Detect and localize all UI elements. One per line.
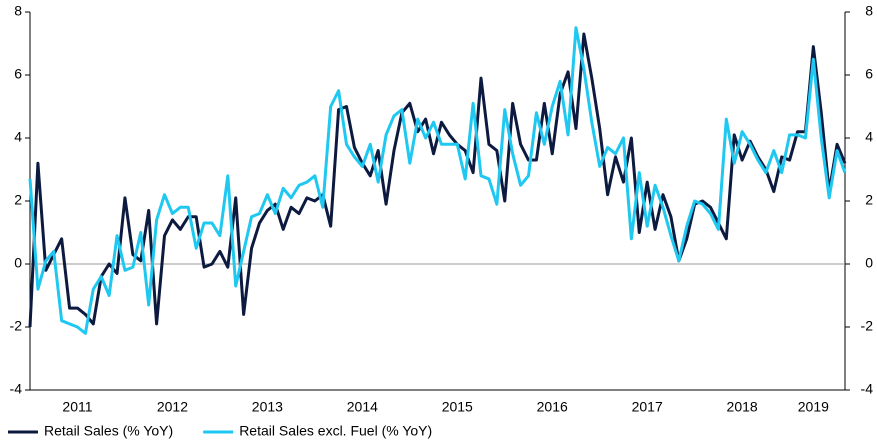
x-tick-label: 2019 xyxy=(798,399,829,415)
y2-tick-label: -4 xyxy=(861,381,874,397)
y2-tick-label: 4 xyxy=(865,129,873,145)
y-tick-label: 0 xyxy=(14,255,22,271)
y-tick-label: -2 xyxy=(10,318,23,334)
x-tick-label: 2012 xyxy=(157,399,188,415)
x-tick-label: 2014 xyxy=(347,399,378,415)
y-tick-label: -4 xyxy=(10,381,23,397)
y2-tick-label: 8 xyxy=(865,3,873,19)
y-tick-label: 6 xyxy=(14,66,22,82)
series-line xyxy=(28,32,847,328)
x-tick-label: 2013 xyxy=(252,399,283,415)
x-tick-label: 2018 xyxy=(727,399,758,415)
y2-tick-label: 0 xyxy=(865,255,873,271)
y-tick-label: 2 xyxy=(14,192,22,208)
y2-tick-label: 2 xyxy=(865,192,873,208)
x-tick-label: 2017 xyxy=(632,399,663,415)
series-line xyxy=(28,26,847,335)
y2-tick-label: -2 xyxy=(861,318,874,334)
legend-label: Retail Sales excl. Fuel (% YoY) xyxy=(239,423,432,439)
x-tick-label: 2016 xyxy=(537,399,568,415)
y-tick-label: 8 xyxy=(14,3,22,19)
x-tick-label: 2011 xyxy=(62,399,92,415)
x-tick-label: 2015 xyxy=(442,399,473,415)
y2-tick-label: 6 xyxy=(865,66,873,82)
y-tick-label: 4 xyxy=(14,129,22,145)
legend-label: Retail Sales (% YoY) xyxy=(44,423,173,439)
